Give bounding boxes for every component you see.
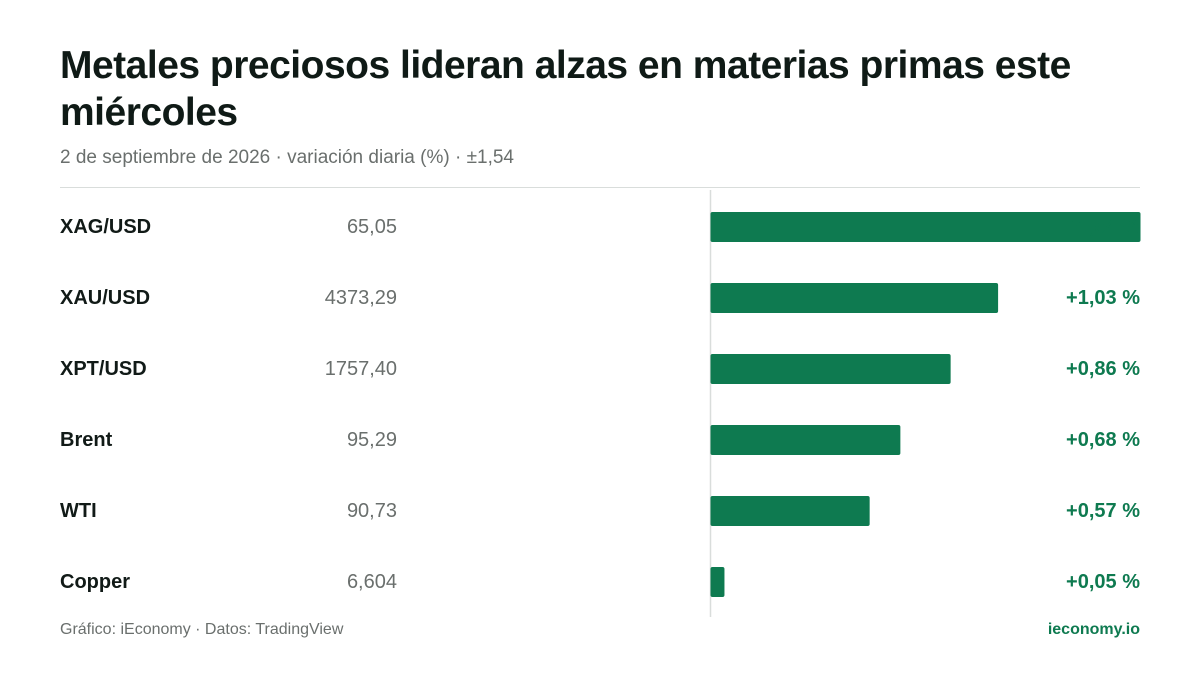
price-value: 4373,29 (325, 287, 397, 309)
change-label: +1,54 % (1066, 216, 1140, 238)
bar-xag-usd (710, 212, 1141, 242)
bar-copper (710, 567, 725, 597)
category-label: XAG/USD (60, 216, 151, 238)
chart-title: Metales preciosos lideran alzas en mater… (60, 44, 1071, 134)
category-label: XAU/USD (60, 287, 150, 309)
change-label: +0,05 % (1066, 571, 1140, 593)
header-divider (60, 187, 1140, 188)
price-value: 1757,40 (325, 358, 397, 380)
change-label: +0,86 % (1066, 358, 1140, 380)
chart-subtitle: 2 de septiembre de 2026 · variación diar… (60, 147, 514, 168)
change-label: +0,57 % (1066, 500, 1140, 522)
category-label: XPT/USD (60, 358, 147, 380)
bar-brent (710, 425, 901, 455)
category-label: Copper (60, 571, 130, 593)
source-credit: Gráfico: iEconomy · Datos: TradingView (60, 621, 344, 638)
price-value: 95,29 (347, 429, 397, 451)
price-value: 65,05 (347, 216, 397, 238)
brand-link[interactable]: ieconomy.io (1047, 621, 1140, 638)
price-value: 6,604 (347, 571, 397, 593)
category-label: Brent (60, 429, 113, 451)
bar-xpt-usd (710, 354, 951, 384)
bar-wti (710, 496, 870, 526)
change-label: +0,68 % (1066, 429, 1140, 451)
change-label: +1,03 % (1066, 287, 1140, 309)
category-label: WTI (60, 500, 97, 522)
price-value: 90,73 (347, 500, 397, 522)
bar-xau-usd (710, 283, 999, 313)
